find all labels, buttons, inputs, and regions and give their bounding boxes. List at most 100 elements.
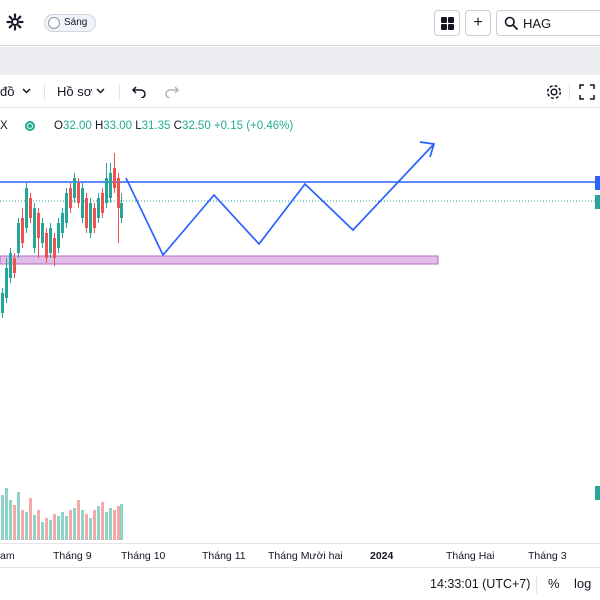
volume-bar [57,516,60,540]
arrow-head [419,141,436,158]
fullscreen-icon[interactable] [579,84,595,100]
projection-path[interactable] [125,144,434,257]
close-value: 32.50 [181,120,211,132]
candle-body [73,178,76,198]
candle-body [65,193,68,223]
gear-icon[interactable] [6,13,24,31]
tab-band [0,47,600,75]
chevron-down-icon[interactable] [22,88,31,94]
candle-body [9,253,12,278]
change-value: +0.15 (+0.46%) [213,120,294,132]
theme-toggle[interactable]: Sáng [44,14,97,32]
volume-bar [41,522,44,540]
candle-body [109,173,112,198]
volume-bar [53,514,56,540]
candle-body [53,238,56,258]
volume-bar [17,492,20,540]
candle-body [69,188,72,208]
candle-body [25,188,28,228]
candle-body [1,293,4,313]
volume-bar [69,510,72,540]
search-input[interactable] [523,14,600,32]
volume-bar [77,500,80,540]
candle-body [113,168,116,188]
volume-bar [101,502,104,540]
theme-toggle-label: Sáng [64,17,88,28]
volume-bar [45,518,48,540]
toggle-knob [48,17,60,29]
candle-body [85,198,88,228]
x-tick-label: Tháng 3 [528,550,567,562]
candle-body [57,223,60,248]
chart-type-label: đồ [0,84,15,99]
candle-body [89,203,92,233]
volume-bar [109,508,112,540]
log-scale-button[interactable]: log [574,576,592,591]
candle-body [29,198,32,218]
x-tick-label: Tháng Mười hai [268,550,343,562]
time-axis[interactable]: am Tháng 9 Tháng 10 Tháng 11 Tháng Mười … [0,543,600,567]
undo-icon[interactable] [131,84,147,98]
chart-toolbar: đồ Hồ sơ [0,76,600,108]
volume-bar [9,500,12,540]
price-chart[interactable] [0,108,600,543]
candle-body [33,208,36,248]
top-header: Sáng + [0,0,600,46]
volume-bar [49,520,52,540]
volume-bar [113,510,116,540]
grid-icon [441,17,454,30]
chevron-down-icon[interactable] [96,88,105,94]
resistance-price-tag [595,176,600,190]
x-tick-label: Tháng 11 [202,550,246,562]
volume-bar [120,504,123,540]
redo-icon[interactable] [164,84,180,98]
candle-body [45,233,48,258]
volume-bar [105,512,108,540]
candle-body [101,193,104,213]
layout-button[interactable] [434,10,460,36]
candle-body [41,223,44,243]
high-value: 33.00 [103,120,133,132]
low-value: 31.35 [141,120,171,132]
volume-bar [37,510,40,540]
chart-type-menu[interactable]: đồ [0,84,14,100]
volume-bars [1,488,123,540]
x-tick-label: Tháng 10 [121,550,166,562]
toolbar-divider [44,84,45,100]
gear-icon[interactable] [545,83,563,101]
status-bar: 14:33:01 (UTC+7) % log [0,567,600,600]
percent-scale-button[interactable]: % [548,576,560,591]
volume-bar [29,498,32,540]
candle-body [61,213,64,233]
candle-body [49,228,52,253]
volume-bar [73,508,76,540]
ohlc-values: O32.00 H33.00 L31.35 C32.50 +0.15 (+0.46… [54,120,294,132]
volume-price-tag [595,486,600,500]
candlesticks [1,153,123,318]
profile-menu[interactable]: Hồ sơ [57,84,92,100]
last-price-tag [595,195,600,209]
candle-body [5,268,8,298]
volume-bar [21,510,24,540]
plus-icon: + [473,14,483,31]
candle-body [13,258,16,273]
volume-bar [117,506,120,540]
symbol-search[interactable] [496,10,600,36]
volume-bar [97,506,100,540]
volume-bar [25,512,28,540]
status-dot [25,121,35,131]
volume-bar [13,505,16,540]
candle-body [77,183,80,203]
demand-zone[interactable] [0,255,439,265]
candle-body [120,203,123,218]
candle-body [97,198,100,218]
search-icon [504,16,518,30]
volume-bar [65,516,68,540]
candle-body [21,218,24,243]
volume-bar [5,488,8,540]
add-button[interactable]: + [465,10,491,36]
candle-body [93,208,96,228]
volume-bar [1,495,4,540]
candle-body [105,178,108,203]
candle-body [37,213,40,238]
